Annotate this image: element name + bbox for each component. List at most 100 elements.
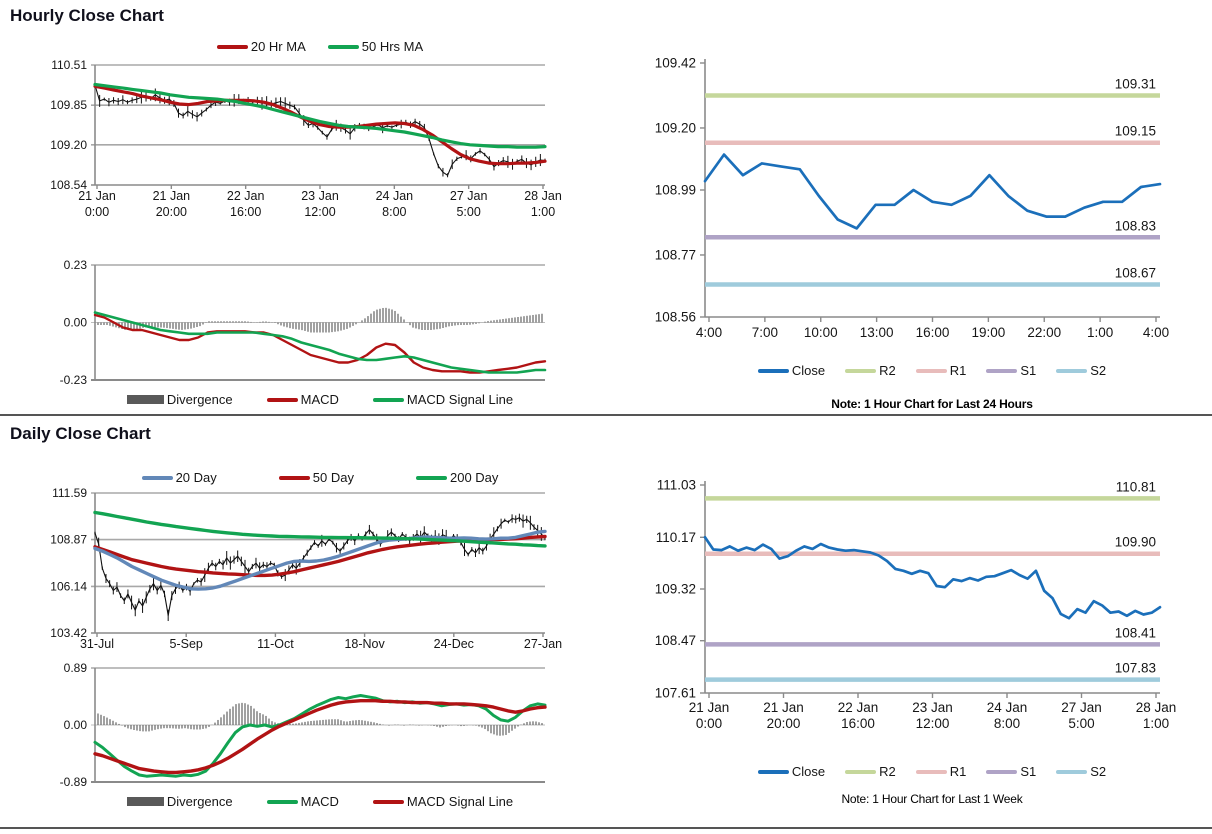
- svg-text:21 Jan: 21 Jan: [153, 189, 191, 203]
- pivot-24h-note: Note: 1 Hour Chart for Last 24 Hours: [831, 397, 1033, 411]
- svg-text:109.31: 109.31: [1115, 76, 1156, 91]
- svg-text:108.83: 108.83: [1115, 218, 1156, 233]
- legend-item: S1: [986, 363, 1036, 378]
- svg-text:5-Sep: 5-Sep: [170, 637, 203, 651]
- legend-label: R1: [949, 764, 967, 779]
- legend-label: R1: [949, 363, 967, 378]
- svg-text:109.20: 109.20: [50, 138, 87, 152]
- line-swatch-icon: [845, 368, 877, 373]
- legend-item: Divergence: [126, 794, 233, 809]
- legend-item: 50 Day: [278, 470, 354, 485]
- svg-text:31-Jul: 31-Jul: [80, 637, 114, 651]
- legend-label: Close: [791, 764, 826, 779]
- svg-text:109.15: 109.15: [1115, 124, 1156, 139]
- svg-text:1:00: 1:00: [531, 205, 555, 219]
- svg-text:108.41: 108.41: [1115, 625, 1156, 640]
- legend-item: MACD: [266, 392, 339, 407]
- legend-label: S2: [1090, 764, 1107, 779]
- svg-text:0:00: 0:00: [85, 205, 109, 219]
- svg-text:111.03: 111.03: [657, 478, 696, 493]
- legend-label: S1: [1020, 764, 1037, 779]
- svg-text:20:00: 20:00: [156, 205, 187, 219]
- legend-label: R2: [879, 764, 896, 779]
- svg-text:24 Jan: 24 Jan: [376, 189, 414, 203]
- line-swatch-icon: [327, 44, 359, 49]
- svg-text:28 Jan: 28 Jan: [1136, 700, 1177, 715]
- svg-text:109.20: 109.20: [655, 120, 696, 135]
- line-swatch-icon: [415, 475, 447, 480]
- svg-text:-0.23: -0.23: [60, 373, 88, 387]
- svg-text:27 Jan: 27 Jan: [450, 189, 488, 203]
- svg-text:16:00: 16:00: [841, 716, 875, 731]
- legend-label: 200 Day: [449, 470, 499, 485]
- legend-item: R2: [845, 363, 896, 378]
- svg-text:8:00: 8:00: [382, 205, 406, 219]
- svg-text:109.42: 109.42: [655, 56, 696, 71]
- line-swatch-icon: [216, 44, 248, 49]
- svg-text:109.32: 109.32: [655, 582, 696, 597]
- svg-text:4:00: 4:00: [1143, 325, 1169, 340]
- legend-label: 50 Hrs MA: [361, 39, 424, 54]
- svg-text:109.90: 109.90: [1115, 535, 1156, 550]
- daily-macd-legend: Divergence MACD MACD Signal Line: [95, 794, 545, 809]
- legend-label: 20 Day: [175, 470, 217, 485]
- daily-macd-chart: 0.89 0.00 -0.89: [60, 661, 547, 789]
- svg-text:108.87: 108.87: [50, 533, 87, 547]
- line-swatch-icon: [757, 368, 789, 373]
- bar-swatch-icon: [126, 797, 164, 806]
- svg-text:23 Jan: 23 Jan: [912, 700, 953, 715]
- svg-text:7:00: 7:00: [752, 325, 778, 340]
- line-swatch-icon: [1056, 368, 1088, 373]
- legend-item: MACD Signal Line: [372, 392, 514, 407]
- legend-item: 50 Hrs MA: [327, 39, 424, 54]
- svg-text:24-Dec: 24-Dec: [434, 637, 474, 651]
- svg-text:22 Jan: 22 Jan: [838, 700, 879, 715]
- svg-text:0:00: 0:00: [696, 716, 722, 731]
- svg-text:-0.89: -0.89: [60, 775, 88, 789]
- line-swatch-icon: [372, 799, 404, 804]
- svg-text:110.17: 110.17: [656, 530, 696, 545]
- legend-label: 20 Hr MA: [250, 39, 306, 54]
- svg-text:108.67: 108.67: [1115, 266, 1156, 281]
- hourly-macd-legend: Divergence MACD MACD Signal Line: [95, 392, 545, 407]
- svg-text:107.61: 107.61: [655, 686, 696, 701]
- svg-text:108.77: 108.77: [655, 247, 696, 262]
- legend-item: MACD: [266, 794, 339, 809]
- daily-chart-title: Daily Close Chart: [10, 424, 151, 443]
- svg-text:11-Oct: 11-Oct: [257, 637, 294, 651]
- legend-item: Divergence: [126, 392, 233, 407]
- svg-text:103.42: 103.42: [50, 626, 87, 640]
- line-swatch-icon: [1056, 769, 1088, 774]
- line-swatch-icon: [915, 368, 947, 373]
- svg-text:110.51: 110.51: [51, 58, 87, 72]
- line-swatch-icon: [757, 769, 789, 774]
- line-swatch-icon: [915, 769, 947, 774]
- legend-item: Close: [757, 363, 825, 378]
- section-divider: [0, 414, 1212, 416]
- legend-item: S2: [1056, 363, 1106, 378]
- svg-text:12:00: 12:00: [304, 205, 335, 219]
- svg-text:4:00: 4:00: [696, 325, 722, 340]
- legend-label: MACD Signal Line: [406, 392, 514, 407]
- line-swatch-icon: [141, 475, 173, 480]
- svg-text:5:00: 5:00: [1068, 716, 1094, 731]
- bottom-divider: [0, 827, 1212, 829]
- svg-text:106.14: 106.14: [50, 579, 87, 593]
- svg-text:108.54: 108.54: [50, 178, 87, 192]
- svg-text:8:00: 8:00: [994, 716, 1020, 731]
- legend-item: MACD Signal Line: [372, 794, 514, 809]
- svg-text:22:00: 22:00: [1027, 325, 1061, 340]
- svg-text:0.23: 0.23: [64, 258, 88, 272]
- legend-item: Close: [757, 764, 826, 779]
- svg-text:1:00: 1:00: [1087, 325, 1113, 340]
- legend-item: S1: [986, 764, 1036, 779]
- svg-text:107.83: 107.83: [1115, 661, 1156, 676]
- legend-label: MACD Signal Line: [406, 794, 514, 809]
- line-swatch-icon: [986, 368, 1018, 373]
- svg-text:12:00: 12:00: [916, 716, 950, 731]
- svg-text:28 Jan: 28 Jan: [524, 189, 562, 203]
